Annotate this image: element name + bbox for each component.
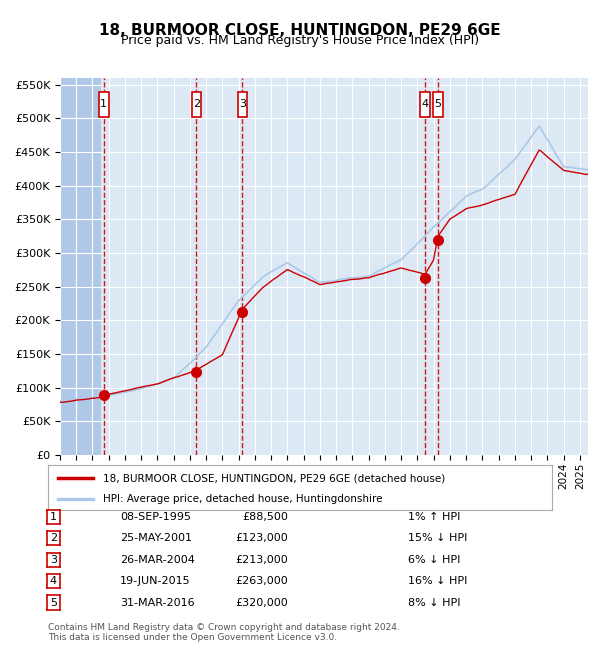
Text: 4: 4 — [421, 99, 428, 109]
Text: 1: 1 — [50, 512, 57, 522]
Text: 3: 3 — [239, 99, 246, 109]
Text: 3: 3 — [50, 554, 57, 565]
Text: 19-JUN-2015: 19-JUN-2015 — [120, 576, 191, 586]
Text: 18, BURMOOR CLOSE, HUNTINGDON, PE29 6GE: 18, BURMOOR CLOSE, HUNTINGDON, PE29 6GE — [99, 23, 501, 38]
Text: £213,000: £213,000 — [235, 554, 288, 565]
Text: 1: 1 — [100, 99, 107, 109]
FancyBboxPatch shape — [433, 92, 443, 116]
FancyBboxPatch shape — [238, 92, 247, 116]
Text: 25-MAY-2001: 25-MAY-2001 — [120, 533, 192, 543]
Text: 08-SEP-1995: 08-SEP-1995 — [120, 512, 191, 522]
FancyBboxPatch shape — [191, 92, 202, 116]
Text: 18, BURMOOR CLOSE, HUNTINGDON, PE29 6GE (detached house): 18, BURMOOR CLOSE, HUNTINGDON, PE29 6GE … — [103, 473, 446, 484]
Text: £263,000: £263,000 — [235, 576, 288, 586]
Text: £123,000: £123,000 — [235, 533, 288, 543]
Text: £320,000: £320,000 — [235, 597, 288, 608]
Text: 4: 4 — [50, 576, 57, 586]
Text: 26-MAR-2004: 26-MAR-2004 — [120, 554, 195, 565]
FancyBboxPatch shape — [99, 92, 109, 116]
Text: 8% ↓ HPI: 8% ↓ HPI — [408, 597, 461, 608]
Text: 5: 5 — [434, 99, 441, 109]
Text: 5: 5 — [50, 597, 57, 608]
Text: 2: 2 — [193, 99, 200, 109]
Text: 2: 2 — [50, 533, 57, 543]
Text: 15% ↓ HPI: 15% ↓ HPI — [408, 533, 467, 543]
Text: 16% ↓ HPI: 16% ↓ HPI — [408, 576, 467, 586]
Text: 31-MAR-2016: 31-MAR-2016 — [120, 597, 194, 608]
Text: Contains HM Land Registry data © Crown copyright and database right 2024.
This d: Contains HM Land Registry data © Crown c… — [48, 623, 400, 642]
Text: 6% ↓ HPI: 6% ↓ HPI — [408, 554, 460, 565]
Text: 1% ↑ HPI: 1% ↑ HPI — [408, 512, 460, 522]
FancyBboxPatch shape — [420, 92, 430, 116]
Text: £88,500: £88,500 — [242, 512, 288, 522]
Text: HPI: Average price, detached house, Huntingdonshire: HPI: Average price, detached house, Hunt… — [103, 494, 383, 504]
Text: Price paid vs. HM Land Registry's House Price Index (HPI): Price paid vs. HM Land Registry's House … — [121, 34, 479, 47]
